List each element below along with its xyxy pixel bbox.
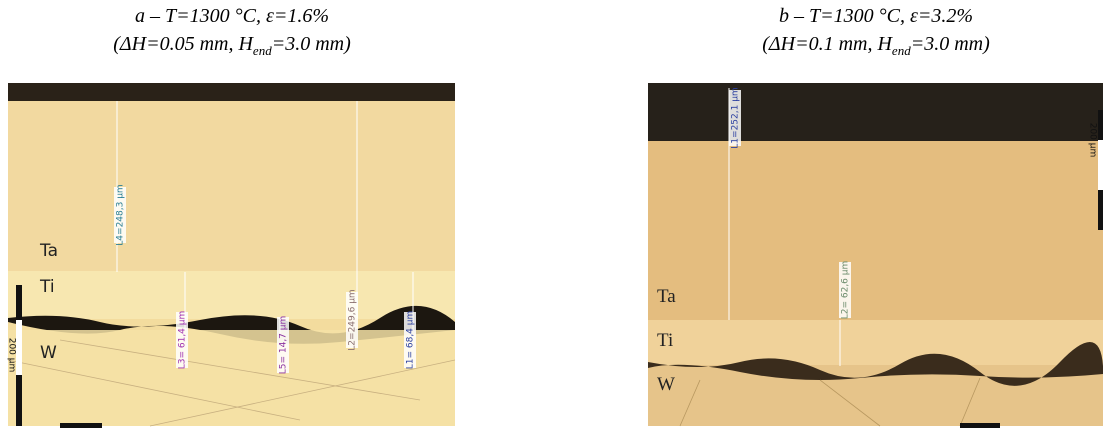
caption: a – T=1300 °C, ε=1.6% bbox=[135, 5, 329, 27]
measure-label: L2= 62,6 μm bbox=[841, 261, 851, 320]
caption-sub: end bbox=[892, 43, 911, 58]
layer-label: Ti bbox=[39, 277, 55, 297]
layer-label: W bbox=[657, 374, 675, 395]
measure-label: L1= 68,4 μm bbox=[406, 311, 416, 370]
figure: a – T=1300 °C, ε=1.6% (ΔH=0.05 mm, Hend=… bbox=[0, 0, 1111, 428]
measure-label: L5= 14,7 μm bbox=[279, 316, 289, 375]
caption: (ΔH=0.1 mm, Hend=3.0 mm) bbox=[762, 33, 990, 58]
caption-part: =3.0 mm) bbox=[911, 33, 990, 55]
caption-part: (ΔH=0.05 mm, H bbox=[113, 33, 254, 55]
caption: b – T=1300 °C, ε=3.2% bbox=[779, 5, 973, 27]
caption-part: =3.0 mm) bbox=[272, 33, 351, 55]
measure-label: L4=248,3 μm bbox=[116, 184, 126, 245]
micrograph-b bbox=[648, 83, 1103, 428]
scale-label: 200 μm bbox=[1088, 123, 1098, 158]
layer-label: W bbox=[40, 343, 57, 363]
layer-label: Ta bbox=[39, 241, 58, 261]
measure-label: L2=249,6 μm bbox=[348, 289, 358, 350]
micrograph-a bbox=[8, 83, 455, 428]
layer-label: Ta bbox=[657, 286, 676, 307]
scale-label: 200 μm bbox=[7, 338, 17, 373]
caption: (ΔH=0.05 mm, Hend=3.0 mm) bbox=[113, 33, 351, 58]
layer-label: Ti bbox=[657, 330, 673, 351]
caption-sub: end bbox=[253, 43, 272, 58]
caption-part: (ΔH=0.1 mm, H bbox=[762, 33, 893, 55]
measure-label: L3= 61,4 μm bbox=[178, 311, 188, 370]
measure-label: L1=252,1 μm bbox=[731, 87, 741, 148]
